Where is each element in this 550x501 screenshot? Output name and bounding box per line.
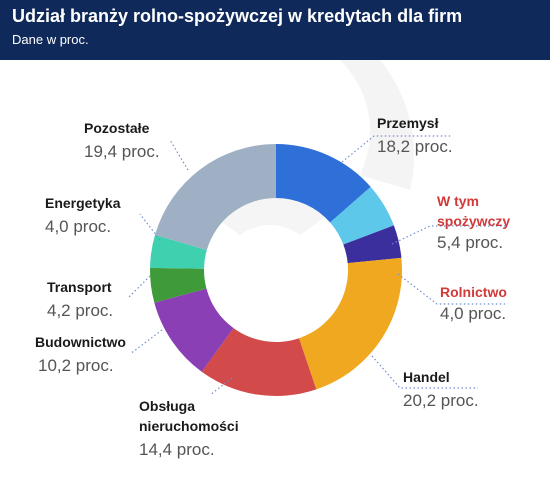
slice-name-przemysl: Przemysł xyxy=(377,115,439,131)
slice-labels: Przemysł 18,2 proc. W tym spożywczy 5,4 proc… xyxy=(35,115,510,459)
slice-value-rolnictwo: 4,0 proc. xyxy=(440,304,506,323)
slice-value-transport: 4,2 proc. xyxy=(47,301,113,320)
slice-name-pozostale: Pozostałe xyxy=(84,120,150,136)
slice-value-spozywczy: 5,4 proc. xyxy=(437,233,503,252)
leader-lines xyxy=(127,135,505,396)
slice-budownictwo xyxy=(154,288,234,372)
leader-line-pozostale xyxy=(169,139,189,171)
chart-subtitle: Dane w proc. xyxy=(12,32,89,47)
slice-przemysl xyxy=(276,144,371,223)
leader-line-energetyka xyxy=(139,213,161,241)
slice-name-rolnictwo: Rolnictwo xyxy=(440,284,507,300)
slice-value-budownictwo: 10,2 proc. xyxy=(38,356,114,375)
donut-chart: Przemysł 18,2 proc. W tym spożywczy 5,4 proc… xyxy=(35,60,510,459)
leader-line-obsluga xyxy=(209,377,233,396)
slice-obsluga xyxy=(201,328,317,396)
slice-value-pozostale: 19,4 proc. xyxy=(84,142,160,161)
slice-value-przemysl: 18,2 proc. xyxy=(377,137,453,156)
donut-slices xyxy=(150,144,402,396)
leader-line-rolnictwo xyxy=(397,273,505,305)
slice-spozywczy xyxy=(330,186,394,245)
slice-name-energetyka: Energetyka xyxy=(45,195,121,211)
leader-line-spozywczy xyxy=(391,225,505,245)
leader-line-przemysl xyxy=(341,135,452,163)
slice-value-energetyka: 4,0 proc. xyxy=(45,217,111,236)
slice-name-handel: Handel xyxy=(403,369,450,385)
slice-rolnictwo xyxy=(343,225,402,264)
slice-transport xyxy=(150,267,207,303)
leader-line-transport xyxy=(127,275,151,299)
slice-handel xyxy=(299,257,402,390)
slice-value-obsluga: 14,4 proc. xyxy=(139,440,215,459)
slice-energetyka xyxy=(150,234,207,269)
slice-pozostale xyxy=(154,144,276,250)
slice-name-transport: Transport xyxy=(47,279,112,295)
leader-line-budownictwo xyxy=(129,329,163,355)
chart-title: Udział branży rolno-spożywczej w kredyta… xyxy=(12,6,463,26)
header-bar: Udział branży rolno-spożywczej w kredyta… xyxy=(0,0,550,60)
slice-name-budownictwo: Budownictwo xyxy=(35,334,126,350)
slice-value-handel: 20,2 proc. xyxy=(403,391,479,410)
slice-name-obsluga: Obsługa nieruchomości xyxy=(139,398,239,434)
slice-name-spozywczy: W tym spożywczy xyxy=(437,193,510,229)
